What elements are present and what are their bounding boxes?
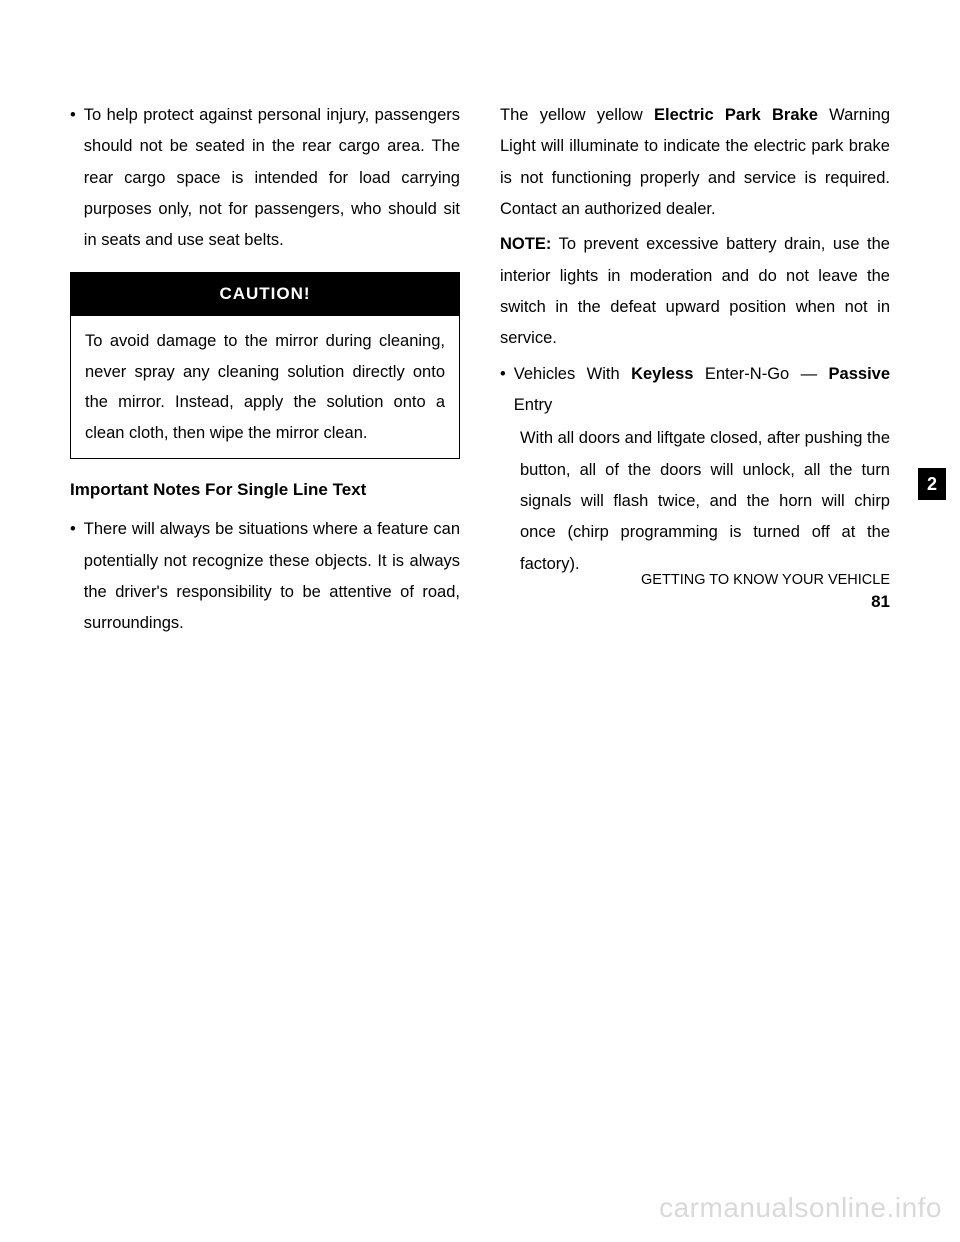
caution-header: CAUTION! (70, 272, 460, 316)
warning-text-bold: Electric Park Brake (654, 106, 818, 124)
section-tab: 2 (918, 468, 946, 500)
bullet-item: • There will always be situations where … (70, 514, 460, 639)
bullet-text-pre: Vehicles With (514, 365, 631, 383)
bullet-marker: • (70, 100, 76, 257)
footer-section: GETTING TO KNOW YOUR VEHICLE (641, 570, 890, 590)
note-text: To prevent excessive battery drain, use … (500, 235, 890, 347)
page-footer: GETTING TO KNOW YOUR VEHICLE 81 (641, 570, 890, 614)
bullet-text-bold1: Keyless (631, 365, 693, 383)
bullet-text-end: Entry (514, 396, 553, 414)
caution-body: To avoid damage to the mirror during cle… (70, 316, 460, 459)
warning-paragraph: The yellow yellow Electric Park Brake Wa… (500, 100, 890, 225)
footer-page-number: 81 (871, 592, 890, 611)
bullet-marker: • (70, 514, 76, 639)
note-paragraph: NOTE: To prevent excessive battery drain… (500, 229, 890, 354)
bullet-text: To help protect against personal injury,… (84, 100, 460, 257)
bullet-text: There will always be situations where a … (84, 514, 460, 639)
bullet-item: • To help protect against personal injur… (70, 100, 460, 257)
bullet-marker: • (500, 359, 506, 422)
bullet-text-mid: Enter-N-Go — (693, 365, 828, 383)
bullet-text-bold2: Passive (829, 365, 890, 383)
caution-box: CAUTION! To avoid damage to the mirror d… (70, 272, 460, 459)
left-column: • To help protect against personal injur… (70, 100, 465, 642)
bullet-text: Vehicles With Keyless Enter-N-Go — Passi… (514, 359, 890, 422)
bullet-item: • Vehicles With Keyless Enter-N-Go — Pas… (500, 359, 890, 422)
note-label: NOTE: (500, 235, 551, 253)
warning-text-pre: The yellow yellow (500, 106, 654, 124)
indent-paragraph: With all doors and liftgate closed, afte… (520, 423, 890, 580)
watermark: carmanualsonline.info (659, 1192, 942, 1224)
right-column: The yellow yellow Electric Park Brake Wa… (495, 100, 890, 642)
section-heading: Important Notes For Single Line Text (70, 474, 460, 506)
